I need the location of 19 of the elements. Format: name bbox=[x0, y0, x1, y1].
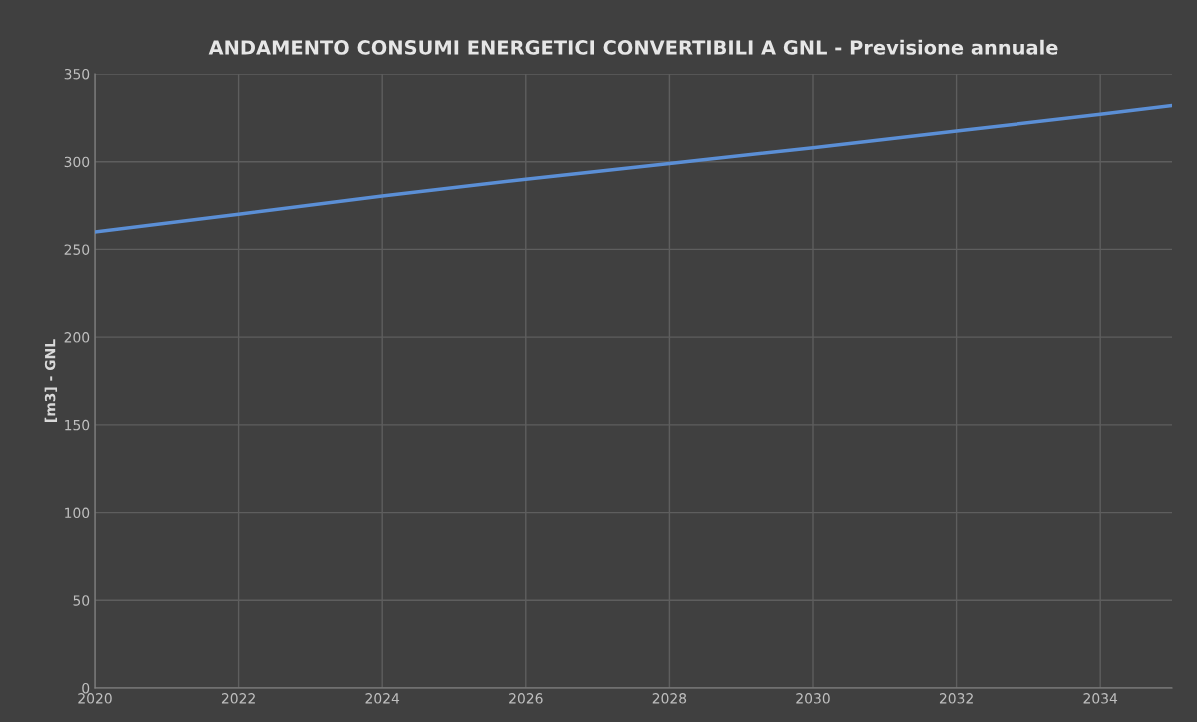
y-tick-label: 300 bbox=[64, 156, 90, 168]
y-tick-label: 250 bbox=[64, 244, 90, 255]
y-tick-label: 150 bbox=[65, 419, 90, 431]
x-tick-label: 2020 bbox=[78, 693, 112, 704]
y-tick-label: 0 bbox=[82, 682, 90, 694]
y-tick-label: 100 bbox=[65, 507, 90, 519]
y-tick-label: 200 bbox=[64, 332, 90, 343]
line-series bbox=[95, 103, 1172, 234]
x-tick-label: 2028 bbox=[652, 693, 687, 704]
y-tick-label: 350 bbox=[64, 68, 90, 80]
x-tick-label: 2030 bbox=[796, 693, 830, 704]
y-tick-label: 50 bbox=[73, 595, 90, 606]
x-tick-label: 2034 bbox=[1083, 693, 1118, 704]
x-tick-label: 2022 bbox=[221, 693, 255, 704]
x-tick-label: 2026 bbox=[509, 693, 543, 704]
x-tick-label: 2032 bbox=[939, 693, 973, 704]
chart-title: ANDAMENTO CONSUMI ENERGETICI CONVERTIBILI A GNL - Previsione annuale bbox=[208, 39, 1058, 55]
x-tick-label: 2024 bbox=[365, 693, 400, 704]
y-axis-title: [m3] - GNL bbox=[44, 339, 58, 422]
